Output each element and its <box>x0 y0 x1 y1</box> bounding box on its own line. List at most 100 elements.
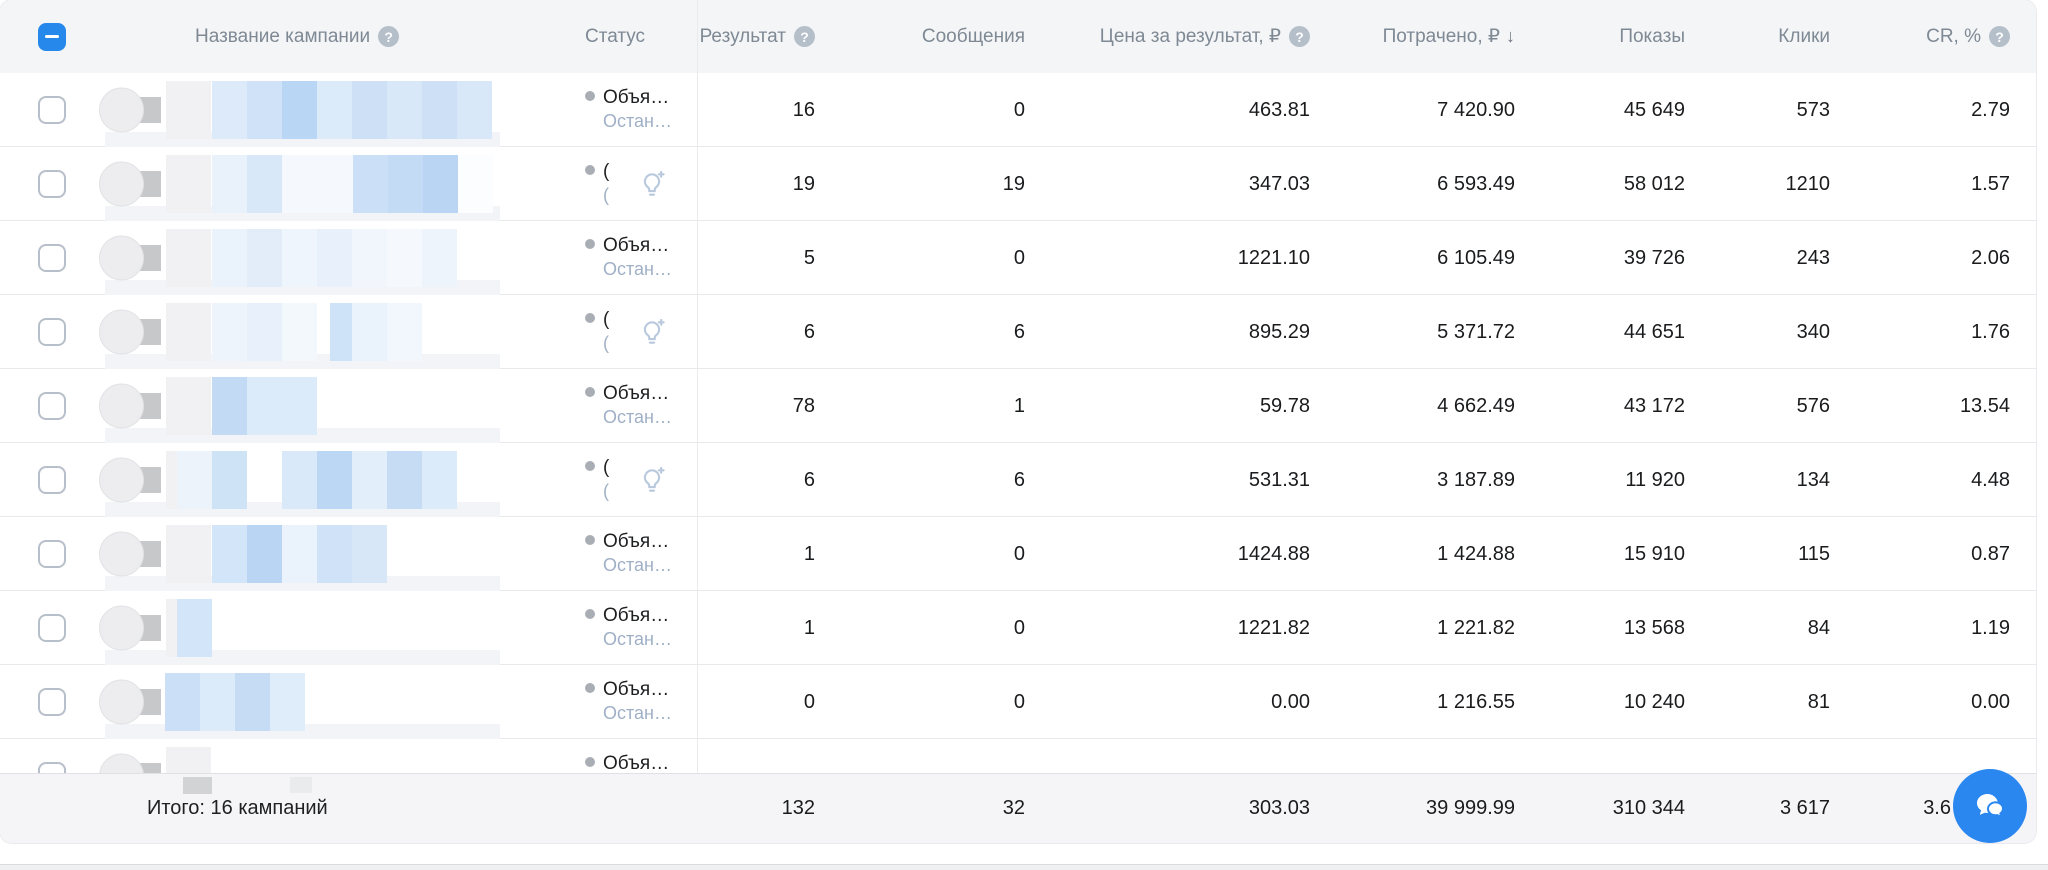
row-checkbox[interactable] <box>38 391 66 420</box>
clicks-cell: 115 <box>1798 542 1830 565</box>
column-header-cost-per-result[interactable]: Цена за результат, ₽ ? <box>1025 25 1310 48</box>
impressions-cell: 11 920 <box>1625 468 1685 491</box>
blurred-campaign-id-block <box>166 303 211 361</box>
status-cell: ( ( <box>530 443 697 517</box>
blurred-campaign-name-block <box>458 155 493 213</box>
spent-cell: 5 371.72 <box>1437 320 1515 343</box>
cr-cell: 2.06 <box>1971 246 2010 269</box>
clicks-cell: 340 <box>1796 320 1830 343</box>
blurred-campaign-name-block <box>330 303 352 361</box>
column-header-cr[interactable]: CR, % ? <box>1830 26 2036 48</box>
result-cell: 6 <box>697 295 815 369</box>
blurred-campaign-name-block <box>247 525 282 583</box>
help-icon[interactable]: ? <box>378 26 400 47</box>
impressions-cell: 43 172 <box>1623 394 1685 417</box>
spent-cell: 7 420.90 <box>1437 98 1515 121</box>
blurred-campaign-name-block <box>317 451 352 509</box>
campaigns-table-card: Название кампании ? Статус Результат ? С… <box>0 0 2036 819</box>
result-cell: 16 <box>697 73 815 147</box>
row-checkbox[interactable] <box>38 762 66 773</box>
row-checkbox[interactable] <box>38 465 66 494</box>
recommendation-lightbulb-icon[interactable] <box>635 315 669 349</box>
impressions-cell: 44 651 <box>1623 320 1685 343</box>
column-header-clicks[interactable]: Клики <box>1778 25 1830 47</box>
totals-cr: 3.6 <box>1923 797 1951 819</box>
result-cell: 0 <box>697 665 815 739</box>
status-dot <box>585 609 595 619</box>
row-checkbox[interactable] <box>38 243 66 272</box>
column-header-result[interactable]: Результат ? <box>697 0 815 73</box>
table-row: Объя… Остан… 1 0 1221.82 1 221.82 13 568… <box>0 591 2036 665</box>
blurred-campaign-name-block <box>212 451 247 509</box>
status-cell: ( ( <box>530 147 697 221</box>
toggle-switch[interactable] <box>137 763 161 773</box>
blurred-campaign-name-block <box>247 377 282 435</box>
blurred-campaign-id-block <box>166 229 211 287</box>
impressions-cell: 39 726 <box>1623 246 1685 269</box>
status-dot <box>585 313 595 323</box>
totals-cost-per-result: 303.03 <box>1248 797 1310 819</box>
blurred-campaign-name-block <box>212 229 247 287</box>
toggle-knob <box>99 605 144 650</box>
table-row: ( ( 19 19 347.03 6 593.49 58 012 1210 1.… <box>0 147 2036 221</box>
blurred-campaign-name-block <box>165 673 200 731</box>
blurred-campaign-name-block <box>200 673 235 731</box>
spent-cell: 1 216.55 <box>1437 690 1515 713</box>
clicks-cell: 84 <box>1807 616 1830 639</box>
clicks-cell: 243 <box>1796 246 1830 269</box>
blurred-campaign-name-block <box>177 451 212 509</box>
row-checkbox[interactable] <box>38 539 66 568</box>
chat-bubbles-icon <box>1977 794 2005 819</box>
column-header-spent-sorted[interactable]: Потрачено, ₽ ↓ <box>1382 26 1515 47</box>
status-dot <box>585 91 595 101</box>
cost-per-result-cell: 895.29 <box>1248 320 1310 343</box>
blurred-campaign-id-block <box>166 155 211 213</box>
cost-per-result-cell: 1221.10 <box>1237 246 1310 269</box>
row-checkbox[interactable] <box>38 613 66 642</box>
blurred-campaign-name-block <box>317 229 352 287</box>
blurred-campaign-name-block <box>387 81 422 139</box>
totals-impressions: 310 344 <box>1612 797 1685 819</box>
column-header-status[interactable]: Статус <box>585 25 646 47</box>
column-header-impressions[interactable]: Показы <box>1619 25 1685 47</box>
help-icon[interactable]: ? <box>1289 26 1310 47</box>
status-cell: Объя… Остан… <box>530 369 697 443</box>
row-checkbox[interactable] <box>38 687 66 716</box>
column-header-campaign-name[interactable]: Название кампании ? <box>165 26 530 48</box>
column-header-messages[interactable]: Сообщения <box>921 25 1025 47</box>
toggle-knob <box>99 87 144 132</box>
status-text: ( <box>603 309 610 330</box>
blurred-campaign-name-block <box>317 525 352 583</box>
row-checkbox[interactable] <box>38 169 66 198</box>
indeterminate-minus-icon <box>45 35 59 38</box>
status-dot <box>585 535 595 545</box>
help-icon[interactable]: ? <box>794 26 815 47</box>
select-all-checkbox[interactable] <box>38 22 66 51</box>
blurred-campaign-name-block <box>282 303 317 361</box>
status-subtext: Остан… <box>603 111 672 131</box>
blurred-campaign-name-block <box>282 229 317 287</box>
support-chat-button[interactable] <box>1953 769 2027 843</box>
row-checkbox[interactable] <box>38 317 66 346</box>
recommendation-lightbulb-icon[interactable] <box>635 167 669 201</box>
toggle-knob <box>99 235 144 280</box>
cr-cell: 4.48 <box>1971 468 2010 491</box>
recommendation-lightbulb-icon[interactable] <box>635 463 669 497</box>
blurred-campaign-name-block <box>387 451 422 509</box>
cr-cell: 0.00 <box>1971 690 2010 713</box>
status-dot <box>585 757 595 767</box>
status-subtext: Остан… <box>603 555 672 575</box>
result-cell: 6 <box>697 443 815 517</box>
cost-per-result-cell: 463.81 <box>1248 98 1310 121</box>
row-checkbox[interactable] <box>38 95 66 124</box>
cost-per-result-cell: 1424.88 <box>1237 542 1310 565</box>
blurred-campaign-id-block <box>166 377 211 435</box>
status-subtext: Остан… <box>603 407 672 427</box>
messages-cell: 0 <box>1013 616 1025 639</box>
toggle-knob <box>99 383 144 428</box>
help-icon[interactable]: ? <box>1989 26 2010 47</box>
status-cell: Объя… Остан… <box>530 73 697 147</box>
blurred-campaign-name-block <box>352 451 387 509</box>
status-cell: Объя… Остан… <box>530 221 697 295</box>
spent-cell: 3 187.89 <box>1437 468 1515 491</box>
